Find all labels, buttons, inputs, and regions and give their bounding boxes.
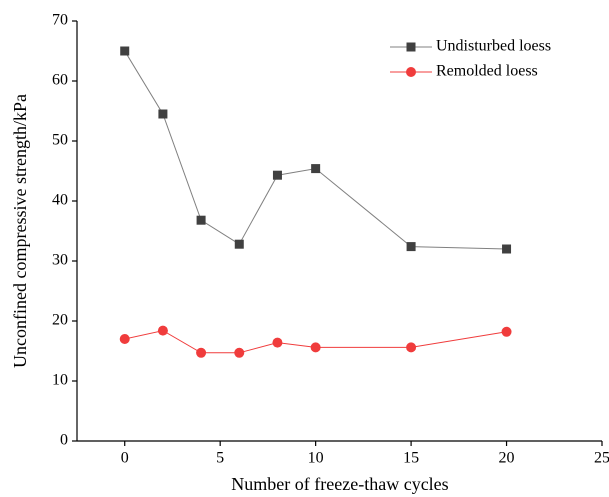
legend-label: Undisturbed loess (436, 38, 551, 55)
marker (311, 164, 321, 174)
marker (234, 239, 244, 249)
marker (501, 326, 512, 337)
marker (272, 337, 283, 348)
x-tick-label: 10 (308, 450, 324, 467)
marker (406, 342, 417, 353)
x-tick-label: 15 (403, 450, 419, 467)
marker (272, 170, 282, 180)
series-line (124, 330, 507, 354)
x-tick-label: 25 (594, 450, 609, 467)
marker (157, 325, 168, 336)
marker (120, 46, 130, 56)
y-tick-label: 50 (52, 132, 68, 149)
marker (310, 342, 321, 353)
y-tick-label: 60 (52, 72, 68, 89)
x-tick-label: 20 (499, 450, 515, 467)
marker (119, 334, 130, 344)
x-axis-label: Number of freeze-thaw cycles (231, 474, 448, 494)
x-tick-label: 0 (121, 450, 129, 467)
legend-marker (406, 67, 416, 77)
series-line (124, 50, 507, 250)
marker (234, 347, 245, 358)
marker (406, 242, 416, 252)
y-tick-label: 70 (52, 12, 68, 29)
y-tick-label: 40 (52, 192, 68, 209)
legend-label: Remolded loess (436, 63, 538, 80)
y-tick-label: 20 (52, 312, 68, 329)
y-tick-label: 30 (52, 252, 68, 269)
y-tick-label: 0 (60, 432, 68, 449)
marker (196, 215, 206, 225)
y-tick-label: 10 (52, 372, 68, 389)
x-tick-label: 5 (216, 450, 224, 467)
marker (158, 109, 168, 119)
marker (502, 244, 512, 254)
marker (196, 347, 207, 358)
y-axis-label: Unconfined compressive strength/kPa (10, 94, 30, 368)
legend-marker (406, 42, 416, 52)
